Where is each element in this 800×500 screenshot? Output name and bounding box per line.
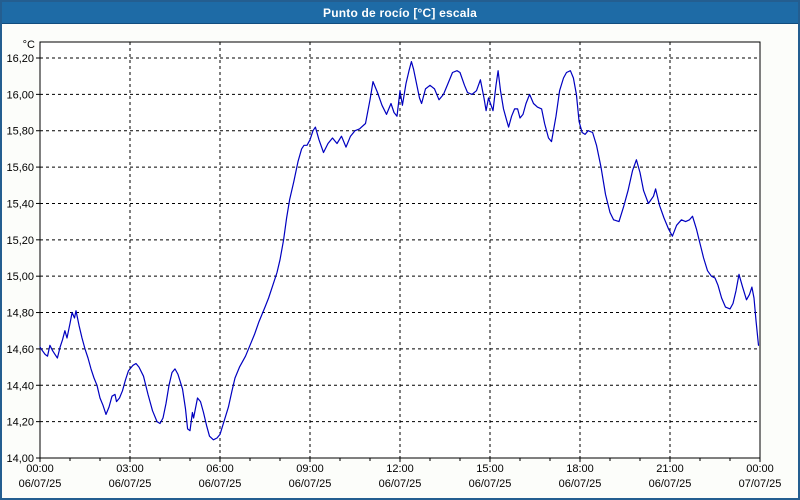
y-axis-tick-label: 14,60 xyxy=(6,344,34,356)
y-axis-tick-label: 16,00 xyxy=(6,89,34,101)
y-axis-unit-label: °C xyxy=(23,39,35,51)
x-axis-time-label: 15:00 xyxy=(476,463,504,475)
plot-border xyxy=(39,41,761,459)
x-axis-time-label: 06:00 xyxy=(206,463,234,475)
x-axis-time-label: 00:00 xyxy=(746,463,774,475)
title-bar: Punto de rocío [°C] escala xyxy=(2,2,798,24)
y-axis-tick-label: 14,80 xyxy=(6,308,34,320)
x-axis-time-label: 09:00 xyxy=(296,463,324,475)
x-axis-date-label: 06/07/25 xyxy=(649,478,692,490)
y-axis-tick-label: 14,20 xyxy=(6,417,34,429)
y-axis-tick-label: 15,00 xyxy=(6,271,34,283)
x-axis-time-label: 18:00 xyxy=(566,463,594,475)
x-axis-date-label: 07/07/25 xyxy=(739,478,782,490)
y-axis-tick-label: 14,00 xyxy=(6,453,34,465)
y-axis-tick-label: 15,40 xyxy=(6,198,34,210)
x-axis-time-label: 21:00 xyxy=(656,463,684,475)
x-axis-time-label: 12:00 xyxy=(386,463,414,475)
y-axis-tick-label: 15,60 xyxy=(6,162,34,174)
y-axis-tick-label: 16,20 xyxy=(6,53,34,65)
y-axis-tick-label: 15,80 xyxy=(6,126,34,138)
y-axis-tick-label: 15,20 xyxy=(6,235,34,247)
x-axis-date-label: 06/07/25 xyxy=(289,478,332,490)
x-axis-time-label: 00:00 xyxy=(26,463,54,475)
x-axis-time-label: 03:00 xyxy=(116,463,144,475)
x-axis-date-label: 06/07/25 xyxy=(109,478,152,490)
window-title: Punto de rocío [°C] escala xyxy=(322,5,478,20)
x-axis-date-label: 06/07/25 xyxy=(199,478,242,490)
x-axis-date-label: 06/07/25 xyxy=(559,478,602,490)
dew-point-line xyxy=(39,60,760,441)
x-axis-date-label: 06/07/25 xyxy=(469,478,512,490)
x-axis-date-label: 06/07/25 xyxy=(379,478,422,490)
y-axis-tick-label: 14,40 xyxy=(6,380,34,392)
plot-area xyxy=(40,42,760,458)
x-axis-date-label: 06/07/25 xyxy=(19,478,62,490)
